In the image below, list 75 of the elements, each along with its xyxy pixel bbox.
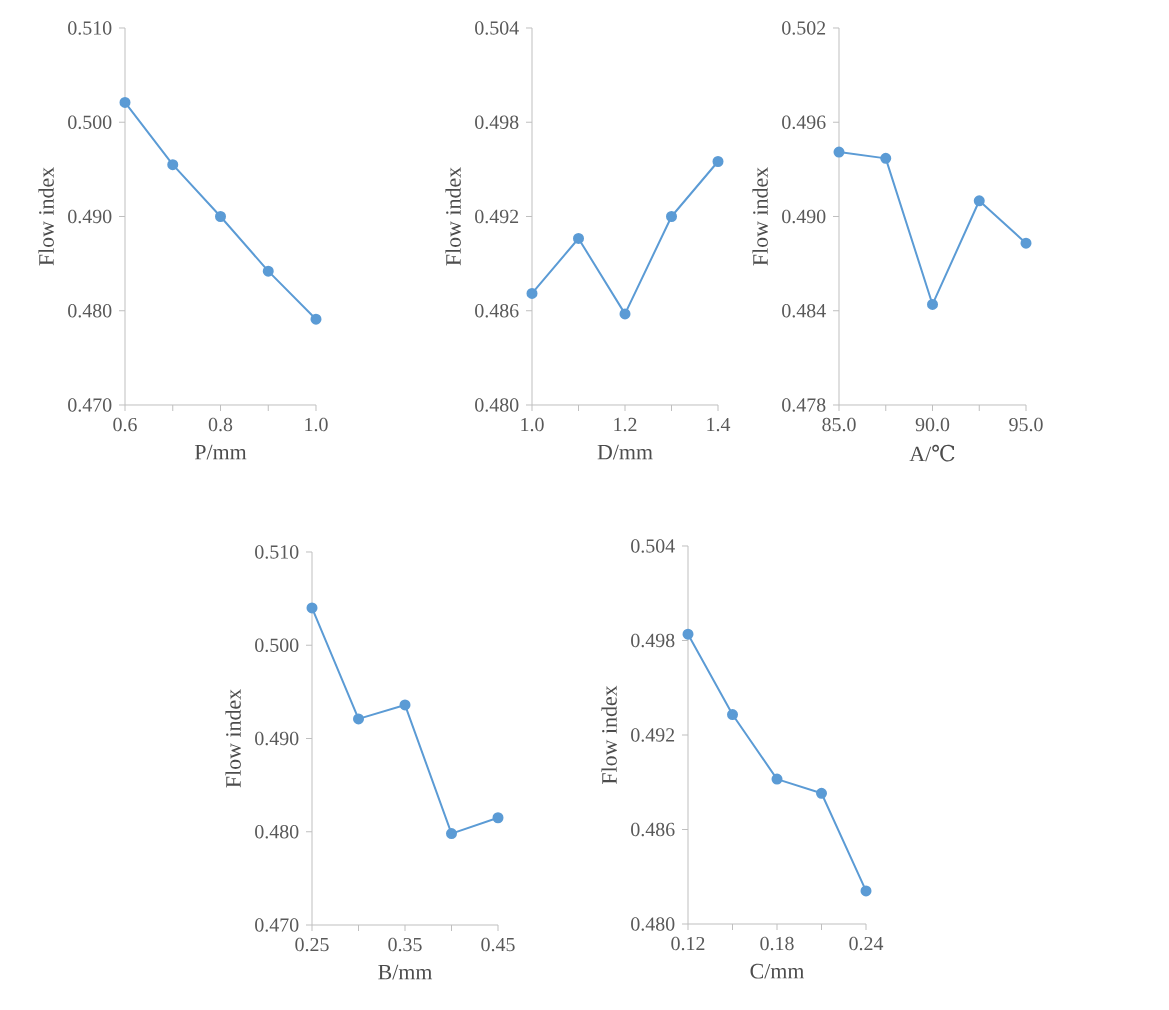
y-tick-label: 0.486 xyxy=(475,303,519,318)
point xyxy=(399,699,411,711)
y-tick-label: 0.492 xyxy=(475,209,519,224)
x-axis-title: P/mm xyxy=(194,444,247,460)
y-tick-label: 0.484 xyxy=(782,303,826,318)
y-tick-label: 0.510 xyxy=(255,545,299,559)
y-tick-label: 0.480 xyxy=(68,303,112,318)
y-tick-label: 0.492 xyxy=(631,728,675,742)
point xyxy=(816,787,828,799)
x-tick-label: 0.12 xyxy=(671,936,705,951)
x-axis-title: D/mm xyxy=(597,444,653,460)
x-tick-label: 1.4 xyxy=(707,417,731,432)
y-tick-label: 0.490 xyxy=(782,209,826,224)
x-tick-label: 0.45 xyxy=(481,937,515,952)
point xyxy=(833,146,845,158)
x-tick-label: 0.35 xyxy=(388,937,422,952)
y-axis-title: Flow index xyxy=(225,689,241,788)
x-tick-label: 0.25 xyxy=(295,937,329,952)
y-axis-title: Flow index xyxy=(445,167,461,266)
y-tick-label: 0.490 xyxy=(68,209,112,224)
point xyxy=(682,628,694,640)
y-tick-label: 0.502 xyxy=(782,21,826,35)
x-axis-title: C/mm xyxy=(750,963,805,979)
point xyxy=(119,96,131,108)
point xyxy=(880,152,892,164)
y-tick-label: 0.490 xyxy=(255,731,299,746)
y-tick-label: 0.500 xyxy=(255,638,299,653)
point xyxy=(526,287,538,299)
x-tick-label: 85.0 xyxy=(822,417,856,432)
x-tick-label: 95.0 xyxy=(1009,417,1043,432)
x-tick-label: 0.18 xyxy=(760,936,794,951)
point xyxy=(446,828,457,840)
y-axis-title: Flow index xyxy=(601,685,617,784)
point xyxy=(712,156,724,168)
x-tick-label: 1.2 xyxy=(614,417,637,432)
point xyxy=(973,195,985,207)
y-axis-title: Flow index xyxy=(752,167,768,266)
point xyxy=(860,885,872,897)
point xyxy=(666,210,677,222)
y-tick-label: 0.480 xyxy=(631,917,675,931)
point xyxy=(619,308,631,320)
y-tick-label: 0.486 xyxy=(631,822,675,837)
point xyxy=(492,812,504,824)
x-axis-title: A/℃ xyxy=(909,444,955,462)
x-axis-title: B/mm xyxy=(378,964,433,980)
y-tick-label: 0.478 xyxy=(782,398,826,412)
y-tick-label: 0.480 xyxy=(475,398,519,412)
y-tick-label: 0.496 xyxy=(782,115,826,130)
point xyxy=(771,773,783,785)
point xyxy=(573,232,584,244)
point xyxy=(306,602,318,614)
x-tick-label: 0.24 xyxy=(849,936,884,951)
y-tick-label: 0.470 xyxy=(68,398,112,412)
x-tick-label: 90.0 xyxy=(915,417,950,432)
point xyxy=(167,159,179,171)
y-axis-title: Flow index xyxy=(38,167,54,266)
x-tick-label: 1.0 xyxy=(521,417,544,432)
y-tick-label: 0.504 xyxy=(631,539,675,553)
y-tick-label: 0.510 xyxy=(68,21,112,35)
x-tick-label: 0.8 xyxy=(208,417,233,432)
y-tick-label: 0.500 xyxy=(68,115,112,130)
y-tick-label: 0.504 xyxy=(475,21,519,35)
x-tick-label: 0.6 xyxy=(113,417,137,432)
point xyxy=(215,210,226,222)
x-tick-label: 1.0 xyxy=(305,417,328,432)
point xyxy=(353,713,364,725)
y-tick-label: 0.480 xyxy=(255,824,299,839)
y-tick-label: 0.498 xyxy=(631,633,675,648)
y-tick-label: 0.470 xyxy=(255,918,299,932)
point xyxy=(262,265,274,277)
point xyxy=(1020,237,1032,249)
y-tick-label: 0.498 xyxy=(475,115,519,130)
point xyxy=(727,709,739,721)
point xyxy=(310,313,322,325)
point xyxy=(927,298,939,310)
